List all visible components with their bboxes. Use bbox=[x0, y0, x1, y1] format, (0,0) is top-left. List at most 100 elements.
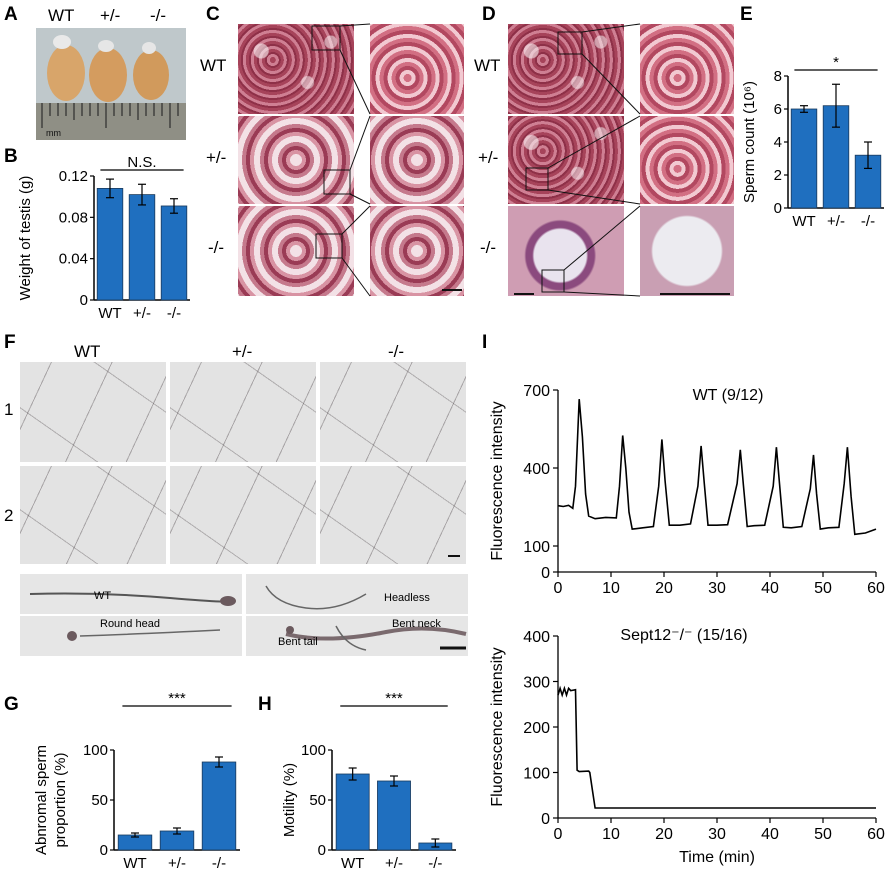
x-tick-label: 30 bbox=[708, 580, 726, 597]
genotype-label-het: +/- bbox=[100, 6, 121, 25]
chart-i-ko: 0 10 20 30 40 50 60 0 100 200 300 400 Sept12⁻/⁻ (15/… bbox=[489, 627, 885, 866]
y-tick-label: 400 bbox=[523, 461, 550, 478]
c-zoom-het bbox=[370, 116, 464, 204]
chart-e: 0 2 4 6 8 WT +/- -/- * Sperm count (10⁶) bbox=[741, 54, 884, 230]
f-smear-ko-1 bbox=[320, 362, 466, 462]
series-line bbox=[557, 399, 877, 536]
bar bbox=[377, 780, 411, 851]
y-tick-label: 0 bbox=[80, 292, 88, 309]
y-axis-label: Weight of testis (g) bbox=[17, 176, 34, 301]
ruler-unit-label: mm bbox=[46, 128, 61, 138]
morph-label-round-head: Round head bbox=[100, 618, 160, 630]
c-section-ko bbox=[238, 206, 354, 296]
genotype-label-ko: -/- bbox=[150, 6, 167, 25]
x-tick-label: 20 bbox=[655, 826, 673, 843]
significance-label: N.S. bbox=[127, 154, 156, 171]
testis-photo-drawing: mm bbox=[36, 28, 186, 140]
x-tick-label: WT bbox=[98, 305, 121, 322]
f-col-label-wt: WT bbox=[74, 342, 101, 361]
c-row-label-het: +/- bbox=[206, 148, 227, 167]
y-tick-label: 0 bbox=[100, 842, 108, 859]
morph-label-bent-tail: Bent tail bbox=[278, 636, 318, 648]
x-tick-label: 60 bbox=[867, 580, 885, 597]
y-axis-label: Sperm count (10⁶) bbox=[741, 81, 758, 203]
y-tick-label: 0 bbox=[774, 200, 782, 217]
f-morph-right: Headless Bent neck Bent tail bbox=[246, 574, 468, 656]
panel-label-a: A bbox=[4, 4, 18, 25]
c-section-wt bbox=[238, 24, 354, 114]
series-label: WT (9/12) bbox=[693, 387, 764, 404]
d-section-wt bbox=[508, 24, 624, 114]
panel-label-h: H bbox=[258, 694, 272, 715]
y-axis-label: proportion (%) bbox=[52, 752, 69, 847]
panel-label-f: F bbox=[4, 332, 16, 353]
c-section-het bbox=[238, 116, 354, 204]
panel-label-b: B bbox=[4, 146, 18, 167]
y-tick-label: 8 bbox=[774, 68, 782, 85]
x-tick-label: 60 bbox=[867, 826, 885, 843]
y-tick-label: 0.04 bbox=[59, 251, 88, 268]
y-tick-label: 100 bbox=[523, 766, 550, 783]
panel-label-e: E bbox=[740, 4, 753, 25]
bar bbox=[201, 761, 237, 851]
d-row-label-ko: -/- bbox=[480, 238, 497, 257]
bar bbox=[790, 108, 818, 209]
morph-label-headless: Headless bbox=[384, 592, 430, 604]
f-smear-wt-1 bbox=[20, 362, 166, 462]
y-tick-label: 100 bbox=[523, 539, 550, 556]
c-zoom-ko bbox=[370, 206, 464, 296]
d-zoom-wt bbox=[640, 24, 734, 114]
series-label: Sept12⁻/⁻ (15/16) bbox=[620, 627, 747, 644]
d-section-ko bbox=[508, 206, 624, 296]
y-axis-label: Abnromal sperm bbox=[33, 745, 50, 855]
x-tick-label: -/- bbox=[167, 305, 181, 322]
x-tick-label: +/- bbox=[168, 855, 186, 872]
y-tick-label: 50 bbox=[91, 792, 108, 809]
panel-label-d: D bbox=[482, 4, 496, 25]
significance-label: *** bbox=[168, 690, 186, 707]
x-tick-label: 40 bbox=[761, 826, 779, 843]
f-morph-left-drawing bbox=[20, 592, 242, 641]
x-tick-label: 50 bbox=[814, 826, 832, 843]
x-axis-label: Time (min) bbox=[679, 849, 755, 866]
y-tick-label: 0.12 bbox=[59, 168, 88, 185]
d-section-het bbox=[508, 116, 624, 204]
chart-g: 0 50 100 WT +/- -/- *** Abnromal sperm proportio… bbox=[33, 690, 240, 872]
x-tick-label: 20 bbox=[655, 580, 673, 597]
bar bbox=[335, 773, 370, 851]
y-tick-label: 400 bbox=[523, 629, 550, 646]
f-col-label-ko: -/- bbox=[388, 342, 405, 361]
y-tick-label: 6 bbox=[774, 101, 782, 118]
x-tick-label: +/- bbox=[827, 213, 845, 230]
y-tick-label: 700 bbox=[523, 383, 550, 400]
f-row-label-2: 2 bbox=[4, 506, 14, 525]
series-line bbox=[557, 685, 876, 809]
y-tick-label: 0 bbox=[318, 842, 326, 859]
x-tick-label: -/- bbox=[861, 213, 875, 230]
f-smear-het-2 bbox=[170, 466, 316, 564]
bar bbox=[128, 194, 156, 301]
f-morph-right-drawing bbox=[246, 585, 468, 651]
y-tick-label: 2 bbox=[774, 167, 782, 184]
c-zoom-wt bbox=[370, 24, 464, 114]
f-morph-left: WT Round head bbox=[20, 574, 242, 656]
y-tick-label: 0.08 bbox=[59, 209, 88, 226]
x-tick-label: 10 bbox=[602, 580, 620, 597]
x-tick-label: 10 bbox=[602, 826, 620, 843]
x-tick-label: 0 bbox=[554, 826, 563, 843]
significance-label: * bbox=[833, 54, 839, 71]
f-col-label-het: +/- bbox=[232, 342, 253, 361]
y-tick-label: 300 bbox=[523, 675, 550, 692]
y-tick-label: 0 bbox=[541, 565, 550, 582]
x-tick-label: 40 bbox=[761, 580, 779, 597]
y-tick-label: 50 bbox=[309, 792, 326, 809]
f-smear-ko-2 bbox=[320, 466, 466, 564]
bar bbox=[96, 188, 124, 301]
c-inset-lines bbox=[311, 23, 462, 297]
x-tick-label: 50 bbox=[814, 580, 832, 597]
d-inset-lines bbox=[514, 23, 730, 297]
bar bbox=[160, 205, 188, 301]
chart-h: 0 50 100 WT +/- -/- *** Motility (%) bbox=[281, 690, 456, 872]
morph-label-bent-neck: Bent neck bbox=[392, 618, 441, 630]
f-smear-wt-2 bbox=[20, 466, 166, 564]
